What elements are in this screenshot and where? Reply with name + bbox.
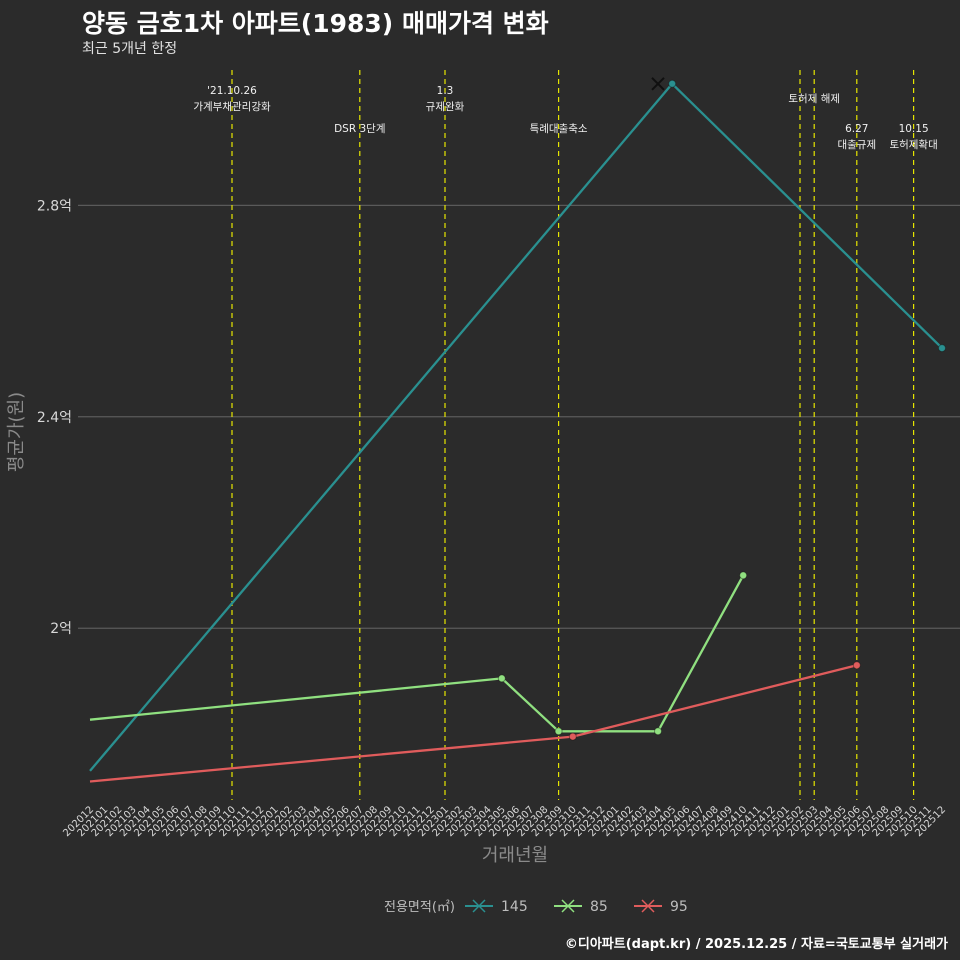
legend-item-95: 95: [634, 899, 688, 915]
legend-item-85: 85: [554, 899, 608, 915]
series-marker-85: [497, 674, 506, 683]
series-marker-145: [938, 344, 946, 353]
legend-title: 전용면적(㎡): [384, 900, 455, 915]
series-marker-95: [852, 661, 861, 670]
y-tick-label: 2억: [50, 621, 72, 637]
legend-label: 145: [501, 899, 528, 915]
legend-key-mark: [641, 899, 655, 913]
series-line-95: [89, 664, 858, 783]
event-label: DSR 3단계: [334, 123, 385, 135]
legend-key-mark: [561, 899, 575, 913]
series-marker-145: [668, 79, 677, 88]
event-label: 특례대출축소: [530, 123, 588, 135]
legend-label: 85: [590, 899, 608, 915]
legend: 전용면적(㎡) 145 85 95: [384, 899, 688, 915]
series-marker-85: [654, 727, 662, 736]
event-label: 토허제 해제: [788, 92, 840, 105]
x-axis-ticks: 2020122021012021022021032021042021052021…: [61, 804, 948, 839]
event-label: '21.10.26: [207, 85, 257, 97]
legend-label: 95: [670, 899, 688, 915]
chart-title: 양동 금호1차 아파트(1983) 매매가격 변화: [82, 9, 549, 38]
chart-subtitle: 최근 5개년 한정: [82, 41, 178, 57]
legend-item-145: 145: [465, 899, 528, 915]
series-marker-85: [554, 727, 563, 736]
event-label: 토허제확대: [889, 138, 937, 151]
event-label: 10.15: [899, 123, 929, 135]
marker-stroke: [651, 77, 665, 91]
y-gridlines: [78, 204, 960, 629]
event-label: 6.27: [845, 123, 868, 135]
y-axis-title: 평균가(원): [6, 392, 27, 472]
y-tick-label: 2.4억: [37, 410, 72, 426]
event-label: 대출규제: [837, 139, 876, 151]
y-axis-ticks: 2억 2.4억 2.8억: [37, 198, 72, 637]
event-label: 규제완화: [426, 100, 465, 113]
source-caption: ©디아파트(dapt.kr) / 2025.12.25 / 자료=국토교통부 실…: [564, 937, 948, 952]
series-marker-x-145: [651, 77, 665, 91]
series-line-85: [89, 574, 745, 733]
legend-key-mark: [472, 899, 486, 913]
event-label: 1.3: [437, 85, 454, 97]
series-marker-95: [568, 732, 577, 741]
event-label: 가계부채관리강화: [193, 101, 271, 113]
x-axis-title: 거래년월: [482, 845, 548, 866]
series-marker-85: [739, 571, 748, 580]
series-markers: [497, 77, 946, 741]
y-tick-label: 2.8억: [37, 198, 72, 214]
